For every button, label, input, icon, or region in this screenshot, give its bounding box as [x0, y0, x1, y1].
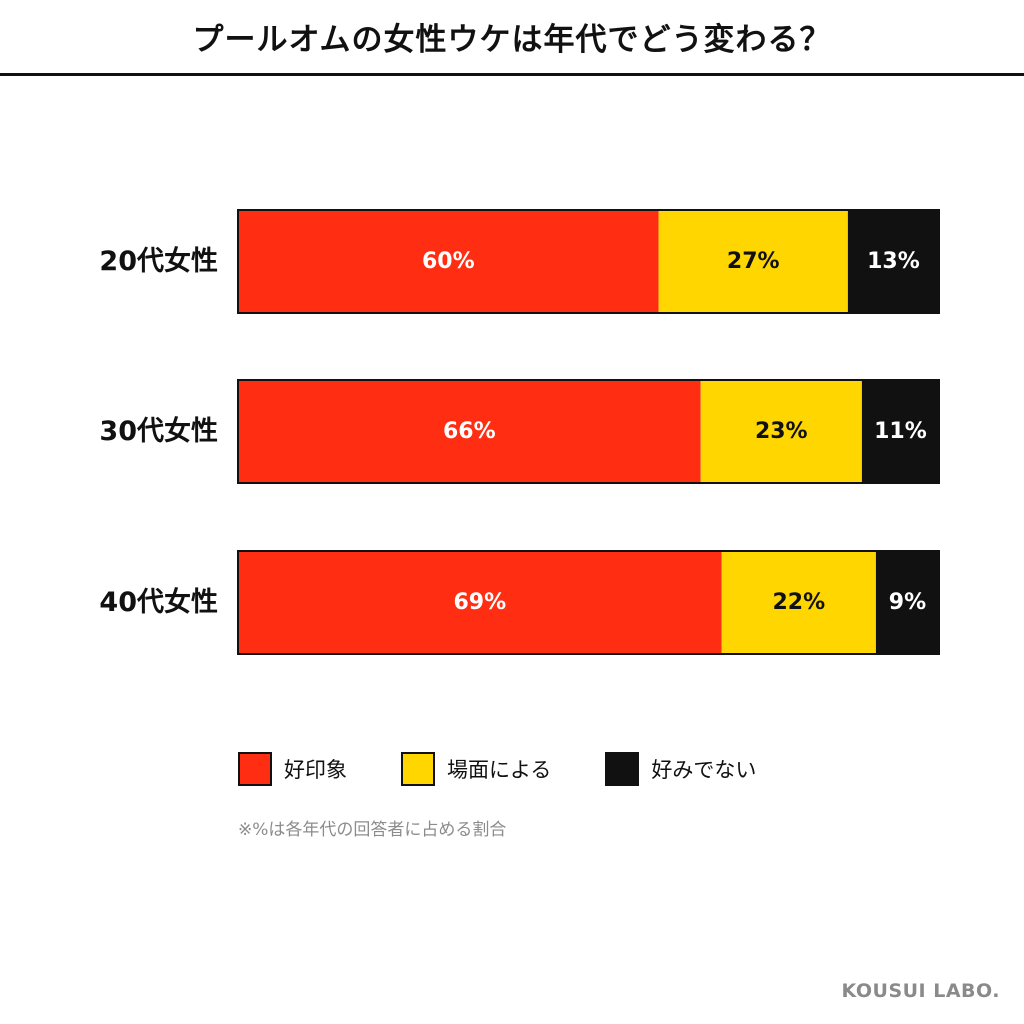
- bar-segment-dislike-2: [875, 551, 939, 654]
- bar-segment-favorable-2: [238, 551, 722, 654]
- bar-outline-0: [237, 209, 940, 314]
- brand-logo-text: KOUSUI LABO.: [841, 980, 1000, 1002]
- legend-label-depends: 場面による: [447, 758, 552, 782]
- legend-label-favorable: 好印象: [284, 758, 347, 782]
- bar-outline-1: [237, 379, 940, 484]
- legend: 好印象 場面による 好みでない: [238, 749, 810, 789]
- category-label-2: 40代女性: [99, 586, 218, 618]
- category-label-1: 30代女性: [99, 415, 218, 447]
- bar-outline-2: [237, 550, 940, 655]
- legend-swatch-dislike: [605, 752, 640, 786]
- footnote: ※%は各年代の回答者に占める割合: [238, 820, 507, 840]
- legend-item-dislike: 好みでない: [605, 752, 756, 786]
- data-label-favorable-0: 60%: [422, 249, 475, 274]
- legend-swatch-favorable: [238, 752, 272, 786]
- data-label-favorable-1: 66%: [443, 419, 496, 444]
- data-label-depends-1: 23%: [755, 419, 808, 444]
- data-label-dislike-0: 13%: [867, 249, 920, 274]
- title-bar: プールオムの女性ウケは年代でどう変わる？: [0, 0, 1024, 76]
- data-label-dislike-1: 11%: [874, 419, 927, 444]
- category-label-0: 20代女性: [99, 245, 218, 277]
- data-label-dislike-2: 9%: [889, 590, 926, 615]
- bar-segment-depends-2: [721, 551, 876, 654]
- bar-segment-favorable-1: [238, 380, 701, 483]
- bar-segment-depends-1: [700, 380, 862, 483]
- data-label-depends-2: 22%: [772, 590, 825, 615]
- chart-title: プールオムの女性ウケは年代でどう変わる？: [192, 22, 832, 58]
- legend-swatch-depends: [401, 752, 435, 786]
- data-label-depends-0: 27%: [727, 249, 780, 274]
- bar-segment-favorable-0: [238, 210, 659, 313]
- bar-segment-dislike-0: [847, 210, 939, 313]
- legend-item-depends: 場面による: [401, 752, 551, 786]
- data-label-favorable-2: 69%: [454, 590, 507, 615]
- legend-label-dislike: 好みでない: [651, 758, 757, 782]
- stacked-bar-chart: 20代女性 60% 27% 13% 30代女性 66% 23% 11% 40代女性 69% 22% 9…: [99, 209, 940, 655]
- bar-segment-depends-0: [658, 210, 848, 313]
- legend-item-favorable: 好印象: [238, 752, 347, 786]
- bar-segment-dislike-1: [861, 380, 939, 483]
